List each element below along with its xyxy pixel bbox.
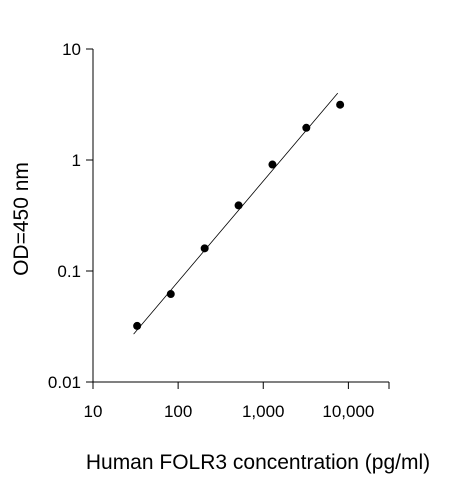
data-point [133, 321, 142, 330]
y-tick-label: 0.01 [48, 373, 81, 392]
x-tick-label: 1,000 [242, 402, 285, 421]
data-point [200, 244, 209, 253]
y-tick-label: 0.1 [57, 262, 81, 281]
data-point [302, 123, 311, 132]
plot-frame [92, 49, 389, 383]
x-ticks: 10 100 1,000 10,000 [84, 382, 390, 421]
data-points [133, 100, 345, 330]
x-tick-label: 10,000 [322, 402, 374, 421]
y-tick-label: 1 [72, 151, 81, 170]
x-tick-label: 10 [84, 402, 103, 421]
x-tick-label: 100 [164, 402, 192, 421]
y-ticks: 0.01 0.1 1 10 [48, 40, 93, 392]
data-point [234, 201, 243, 210]
y-axis-title: OD=450 nm [10, 162, 33, 276]
y-tick-label: 10 [62, 40, 81, 59]
x-axis-title: Human FOLR3 concentration (pg/ml) [86, 451, 430, 474]
data-point [336, 100, 345, 109]
data-point [166, 290, 175, 299]
data-point [268, 160, 277, 169]
